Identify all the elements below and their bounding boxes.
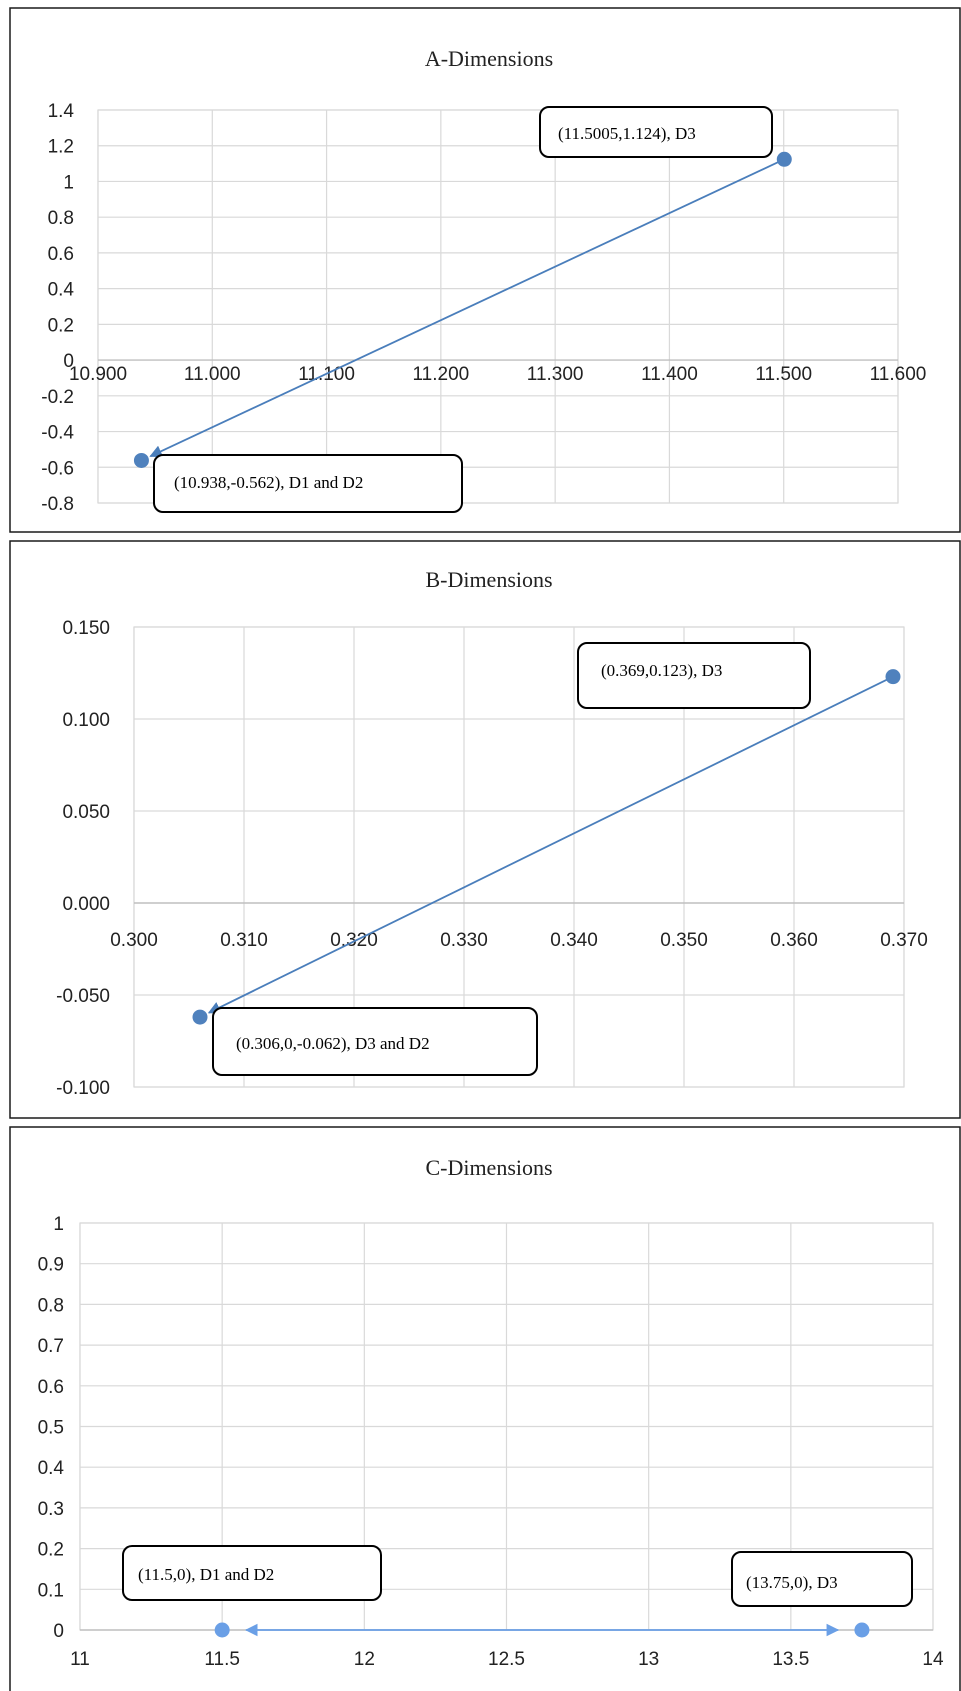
x-tick-label: 13.5 <box>772 1649 809 1670</box>
chart-a-callout-d1-d2: (10.938,-0.562), D1 and D2 <box>153 454 463 513</box>
y-tick-label: 0.4 <box>48 280 75 301</box>
chart-c-x-axis: 11 11.5 12 12.5 13 13.5 14 <box>70 1649 944 1670</box>
x-tick-label: 0.350 <box>660 930 708 951</box>
x-tick-label: 11.500 <box>755 364 812 385</box>
chart-b-callout-d3-d2-label: (0.306,0,-0.062), D3 and D2 <box>236 1034 430 1053</box>
x-tick-label: 0.310 <box>220 930 268 951</box>
chart-c-callout-d1-d2: (11.5,0), D1 and D2 <box>122 1545 382 1601</box>
y-tick-label: 1 <box>63 172 74 193</box>
x-tick-label: 0.360 <box>770 930 818 951</box>
x-tick-label: 0.300 <box>110 930 158 951</box>
data-point <box>776 151 792 167</box>
chart-c-callout-d3: (13.75,0), D3 <box>731 1551 913 1607</box>
chart-c: C-Dimensions 1 0.9 0.8 0.7 0.6 0.5 0.4 0.3 0.2 0.… <box>9 1126 961 1691</box>
y-tick-label: 0.7 <box>38 1336 64 1357</box>
x-tick-label: 12.5 <box>488 1649 525 1670</box>
chart-b-y-axis: 0.150 0.100 0.050 0.000 -0.050 -0.100 <box>56 618 110 1099</box>
y-tick-label: 0.8 <box>48 208 74 229</box>
x-tick-label: 11.5 <box>204 1649 240 1670</box>
y-tick-label: 1.4 <box>48 101 75 122</box>
y-tick-label: 0.4 <box>38 1458 65 1479</box>
y-tick-label: 0.5 <box>38 1418 64 1439</box>
data-point <box>854 1622 870 1638</box>
chart-c-series <box>214 1622 870 1638</box>
chart-b-callout-d3: (0.369,0.123), D3 <box>577 642 811 709</box>
y-tick-label: -0.100 <box>56 1078 110 1099</box>
y-tick-label: -0.050 <box>56 986 110 1007</box>
chart-a-title: A-Dimensions <box>425 46 553 71</box>
x-tick-label: 12 <box>354 1649 375 1670</box>
chart-a-callout-d3-label: (11.5005,1.124), D3 <box>558 124 696 143</box>
chart-b: B-Dimensions 0.150 0.100 0.050 0.000 -0.050 -… <box>9 540 961 1119</box>
y-tick-label: 1 <box>53 1214 64 1235</box>
chart-c-y-axis: 1 0.9 0.8 0.7 0.6 0.5 0.4 0.3 0.2 0.1 0 <box>38 1214 65 1642</box>
y-tick-label: 0.000 <box>62 894 110 915</box>
chart-c-frame <box>9 1126 961 1691</box>
chart-c-title: C-Dimensions <box>425 1155 552 1180</box>
y-tick-label: 0.6 <box>38 1377 64 1398</box>
chart-b-title: B-Dimensions <box>425 567 552 592</box>
x-tick-label: 11.400 <box>641 364 698 385</box>
y-tick-label: -0.2 <box>41 387 74 408</box>
data-point <box>192 1009 208 1025</box>
x-tick-label: 11.600 <box>870 364 927 385</box>
y-tick-label: -0.4 <box>41 423 74 444</box>
x-tick-label: 11.200 <box>413 364 470 385</box>
x-tick-label: 11 <box>70 1649 90 1670</box>
chart-a: A-Dimensions 1.4 1.2 1 0.8 0.6 0.4 0.2 0 -0.2 -0.… <box>9 7 961 533</box>
y-tick-label: -0.6 <box>41 458 74 479</box>
y-tick-label: 0.150 <box>62 618 110 639</box>
chart-a-callout-d3: (11.5005,1.124), D3 <box>539 106 773 158</box>
chart-c-callout-d3-label: (13.75,0), D3 <box>746 1573 838 1592</box>
y-tick-label: 0.1 <box>38 1580 64 1601</box>
x-tick-label: 0.340 <box>550 930 598 951</box>
chart-c-callout-d1-d2-label: (11.5,0), D1 and D2 <box>138 1565 274 1584</box>
y-tick-label: 1.2 <box>48 137 74 158</box>
x-tick-label: 13 <box>638 1649 659 1670</box>
y-tick-label: 0.6 <box>48 244 74 265</box>
trend-arrow <box>149 161 780 458</box>
y-tick-label: -0.8 <box>41 494 74 515</box>
x-tick-label: 0.330 <box>440 930 488 951</box>
y-tick-label: 0.100 <box>62 710 110 731</box>
chart-a-callout-d1-d2-label: (10.938,-0.562), D1 and D2 <box>174 473 363 492</box>
chart-a-series <box>133 151 792 468</box>
chart-b-frame <box>9 540 961 1119</box>
x-tick-label: 10.900 <box>69 364 127 385</box>
trend-arrow <box>207 678 889 1014</box>
chart-b-callout-d3-label: (0.369,0.123), D3 <box>601 661 722 680</box>
y-tick-label: 0.2 <box>48 315 74 336</box>
y-tick-label: 0.8 <box>38 1295 64 1316</box>
chart-a-plot-area <box>97 109 899 504</box>
data-point <box>214 1622 230 1638</box>
data-point <box>133 452 149 468</box>
x-tick-label: 11.000 <box>184 364 241 385</box>
data-point <box>885 669 901 685</box>
x-tick-label: 11.300 <box>527 364 584 385</box>
chart-a-frame <box>9 7 961 533</box>
y-tick-label: 0.3 <box>38 1499 64 1520</box>
y-tick-label: 0 <box>63 351 74 372</box>
y-tick-label: 0 <box>53 1621 64 1642</box>
y-tick-label: 0.9 <box>38 1255 64 1276</box>
y-tick-label: 0.2 <box>38 1540 64 1561</box>
x-tick-label: 0.370 <box>880 930 928 951</box>
chart-b-series <box>192 669 901 1025</box>
y-tick-label: 0.050 <box>62 802 110 823</box>
chart-b-callout-d3-d2: (0.306,0,-0.062), D3 and D2 <box>212 1007 538 1076</box>
chart-a-y-axis: 1.4 1.2 1 0.8 0.6 0.4 0.2 0 -0.2 -0.4 -0.6 -0.8 <box>41 101 74 515</box>
x-tick-label: 14 <box>922 1649 944 1670</box>
